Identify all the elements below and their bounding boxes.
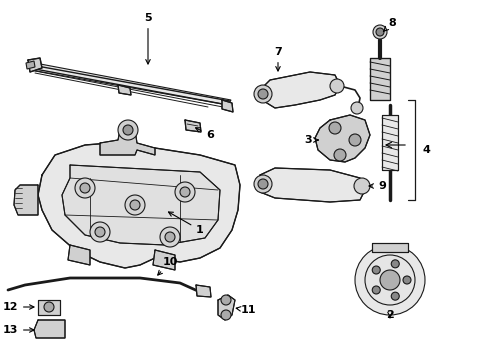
Polygon shape — [260, 168, 365, 202]
Text: 11: 11 — [236, 305, 256, 315]
Circle shape — [118, 120, 138, 140]
Circle shape — [354, 178, 370, 194]
Circle shape — [391, 260, 399, 268]
Circle shape — [330, 79, 344, 93]
Text: 10: 10 — [158, 257, 178, 275]
Circle shape — [329, 122, 341, 134]
Polygon shape — [222, 100, 233, 112]
Circle shape — [391, 292, 399, 300]
Text: 8: 8 — [383, 18, 396, 32]
Polygon shape — [315, 115, 370, 162]
Circle shape — [95, 227, 105, 237]
Circle shape — [130, 200, 140, 210]
Text: 7: 7 — [274, 47, 282, 71]
Circle shape — [80, 183, 90, 193]
Text: 12: 12 — [2, 302, 34, 312]
Polygon shape — [262, 72, 340, 108]
Polygon shape — [34, 320, 65, 338]
Text: 2: 2 — [386, 310, 394, 320]
Circle shape — [372, 286, 380, 294]
Circle shape — [349, 134, 361, 146]
Polygon shape — [14, 185, 38, 215]
Polygon shape — [38, 143, 240, 268]
Text: 4: 4 — [422, 145, 430, 155]
Polygon shape — [370, 58, 390, 100]
Text: 3: 3 — [304, 135, 318, 145]
Circle shape — [376, 28, 384, 36]
Polygon shape — [118, 85, 131, 95]
Polygon shape — [38, 300, 60, 315]
Circle shape — [258, 179, 268, 189]
Circle shape — [254, 175, 272, 193]
Polygon shape — [372, 243, 408, 252]
Circle shape — [258, 89, 268, 99]
Polygon shape — [382, 115, 398, 170]
Circle shape — [160, 227, 180, 247]
Circle shape — [334, 149, 346, 161]
Polygon shape — [31, 63, 231, 105]
Circle shape — [380, 270, 400, 290]
Circle shape — [355, 245, 425, 315]
Polygon shape — [185, 120, 201, 132]
Circle shape — [221, 310, 231, 320]
Circle shape — [403, 276, 411, 284]
Text: 9: 9 — [369, 181, 386, 191]
Circle shape — [90, 222, 110, 242]
Text: 5: 5 — [144, 13, 152, 64]
Circle shape — [44, 302, 54, 312]
Text: 13: 13 — [2, 325, 34, 335]
Text: 1: 1 — [169, 212, 204, 235]
Circle shape — [221, 295, 231, 305]
Circle shape — [175, 182, 195, 202]
Polygon shape — [28, 58, 42, 72]
Polygon shape — [196, 285, 211, 297]
Circle shape — [373, 25, 387, 39]
Circle shape — [165, 232, 175, 242]
Polygon shape — [153, 250, 175, 270]
Circle shape — [125, 195, 145, 215]
Circle shape — [372, 266, 380, 274]
Text: 6: 6 — [196, 128, 214, 140]
Circle shape — [123, 125, 133, 135]
Polygon shape — [68, 245, 90, 265]
Circle shape — [180, 187, 190, 197]
Polygon shape — [62, 165, 220, 245]
Circle shape — [365, 255, 415, 305]
Polygon shape — [218, 295, 235, 320]
Polygon shape — [100, 128, 155, 155]
Polygon shape — [26, 61, 35, 69]
Circle shape — [75, 178, 95, 198]
Circle shape — [351, 102, 363, 114]
Circle shape — [254, 85, 272, 103]
